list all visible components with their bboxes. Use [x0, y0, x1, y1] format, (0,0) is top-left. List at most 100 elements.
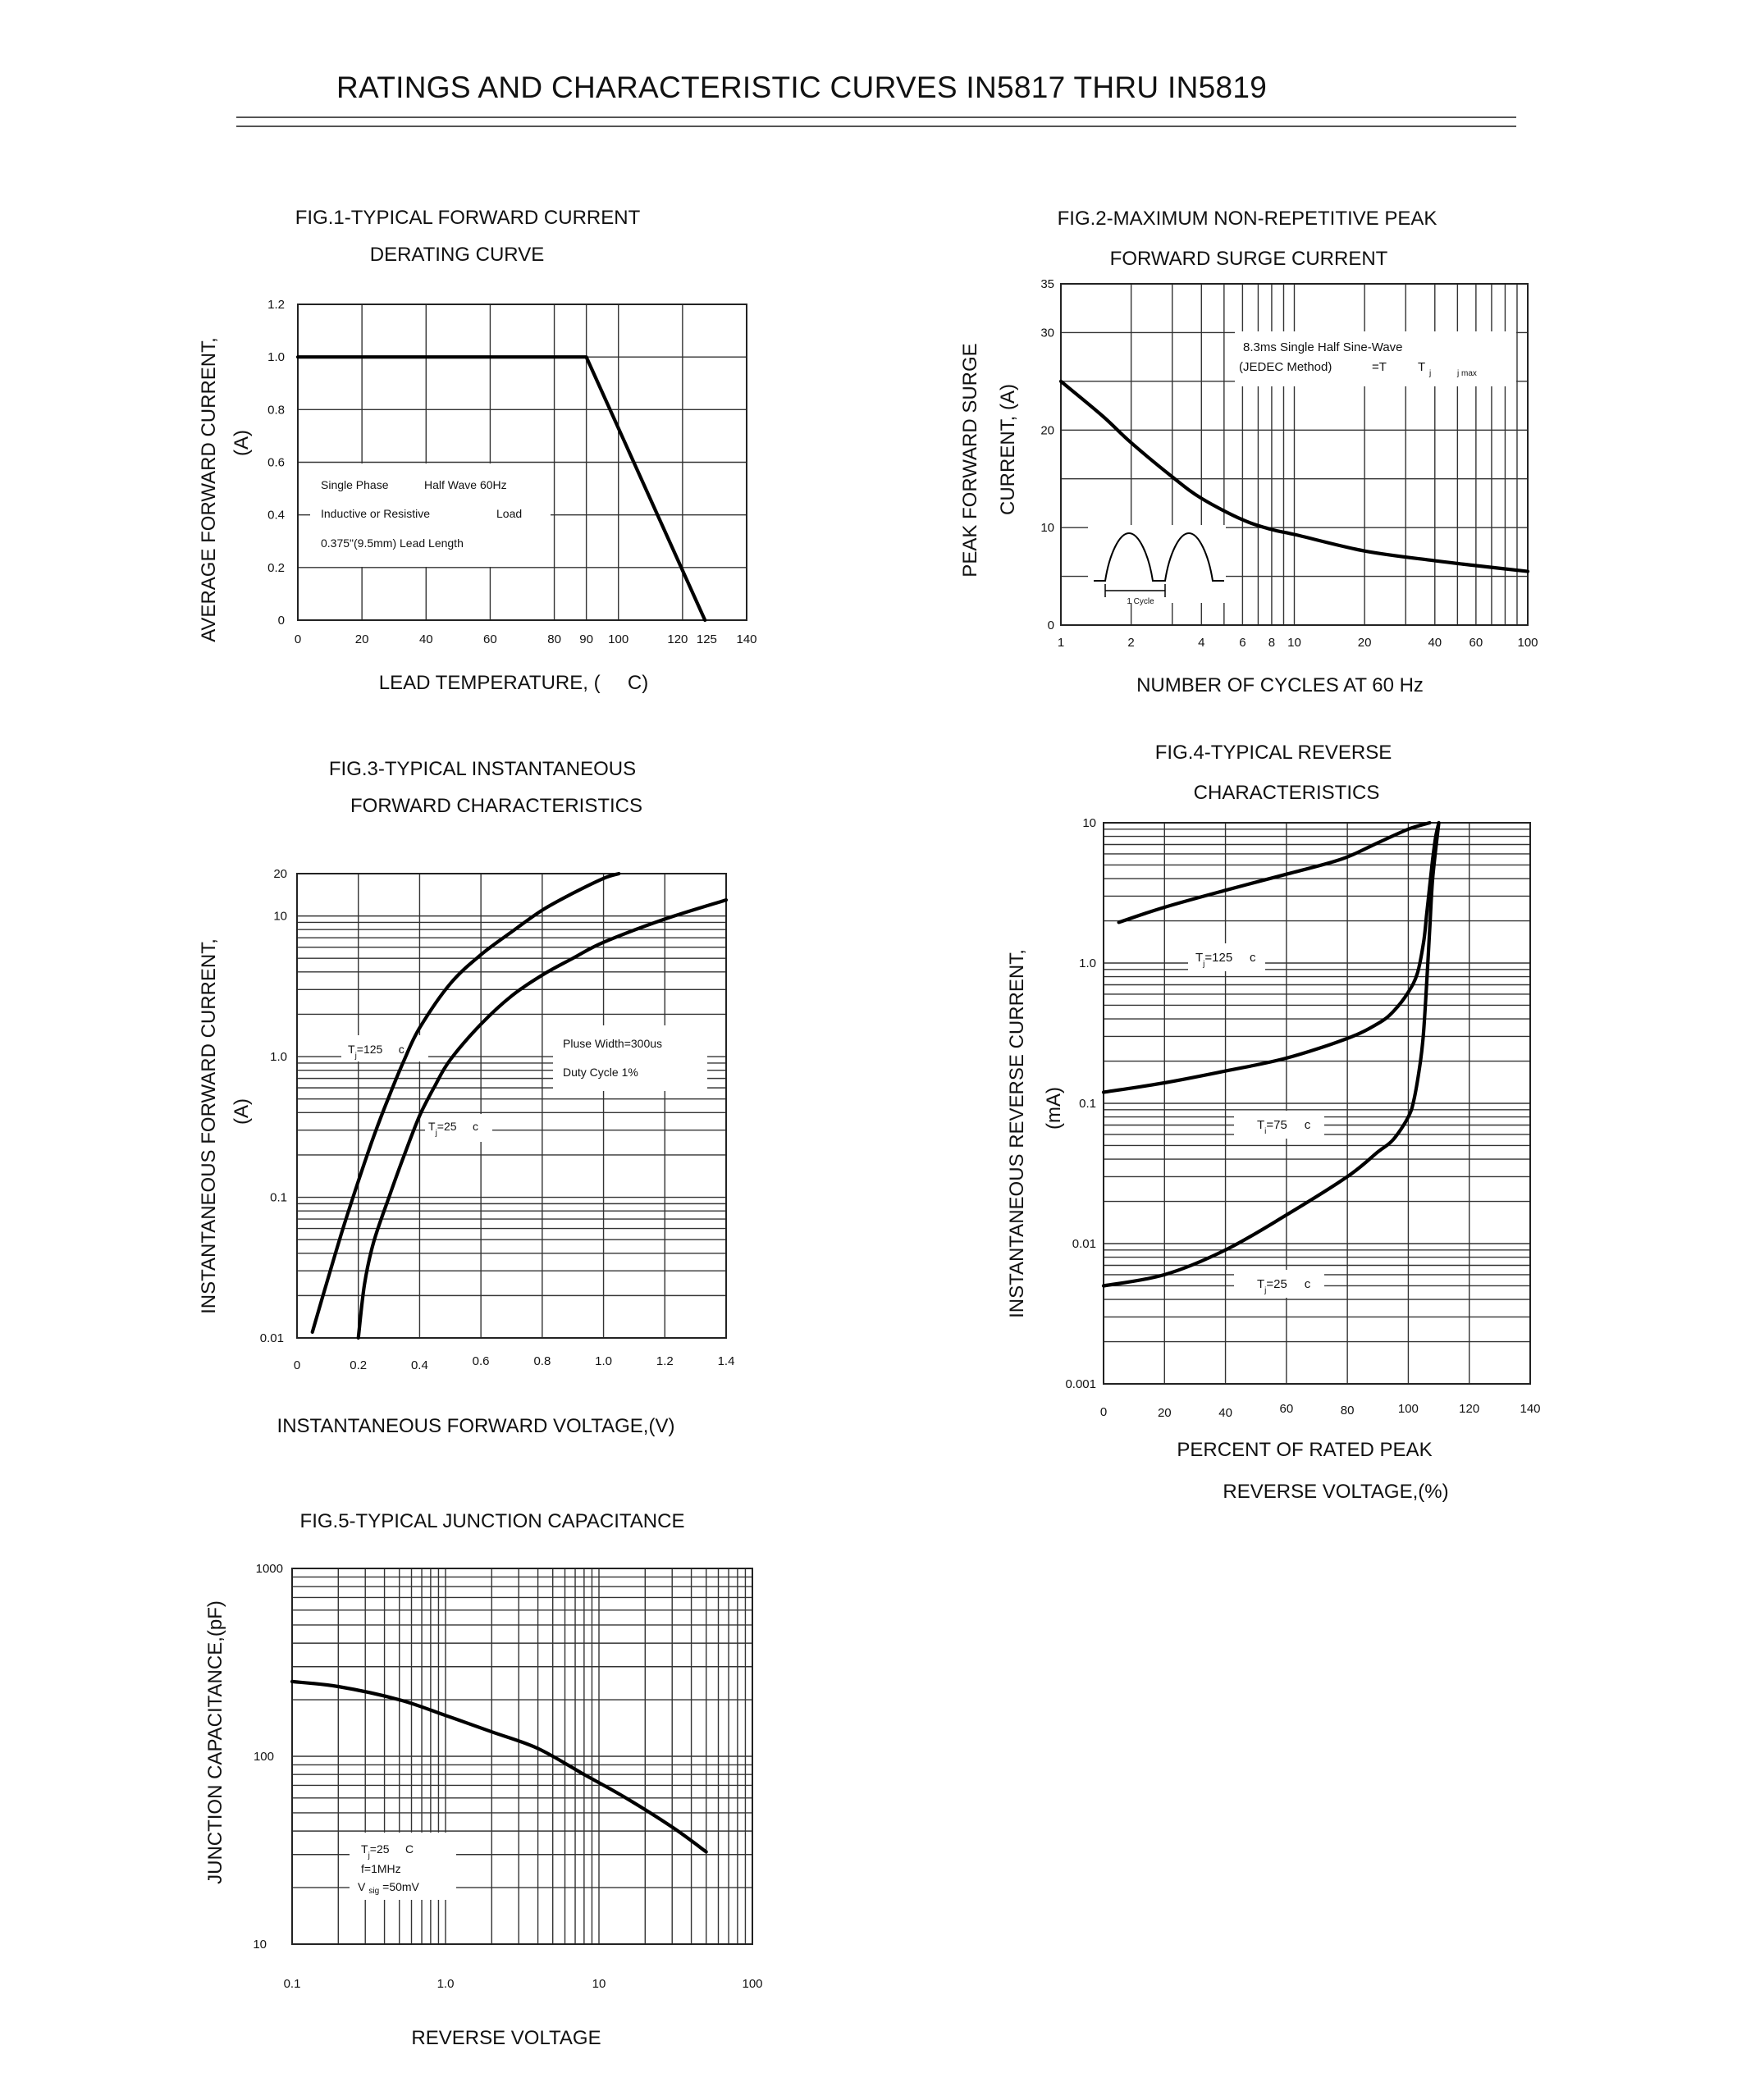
fig3-ylabel-line2: (A) — [231, 1098, 253, 1125]
fig3-y-ticks: 0.01 0.1 1.0 10 20 — [260, 867, 287, 1345]
fig3-title-line2: FORWARD CHARACTERISTICS — [350, 795, 642, 817]
fig4-xtick-100: 100 — [1398, 1402, 1419, 1416]
fig2-annotation-box — [1235, 331, 1516, 386]
fig1-annotation-single-phase: Single Phase — [321, 478, 389, 491]
fig5-xtick-100: 100 — [742, 1977, 762, 1991]
fig2-annotation-sub-j: j — [1428, 369, 1431, 378]
fig1-x-ticks: 0 20 40 60 80 90 100 120 125 140 — [295, 632, 757, 646]
fig3-xtick-1.4: 1.4 — [718, 1354, 735, 1368]
fig4-series-label-25: Tj=25 c — [1257, 1277, 1311, 1295]
fig2-ytick-10: 10 — [1040, 521, 1054, 535]
fig2-ytick-35: 35 — [1040, 277, 1054, 291]
fig3-xtick-0.2: 0.2 — [350, 1358, 367, 1372]
fig4-xtick-60: 60 — [1280, 1402, 1294, 1416]
fig2-xtick-4: 4 — [1198, 636, 1204, 650]
fig2-ytick-0: 0 — [1048, 619, 1054, 632]
fig5-capacitance-curve — [290, 1679, 708, 1854]
fig4-ytick-0.01: 0.01 — [1072, 1237, 1096, 1251]
title-rule-top — [236, 116, 1516, 118]
fig2-annotation-equals-t: =T — [1372, 360, 1387, 374]
fig3-annotation-pulse-width: Pluse Width=300us — [563, 1037, 662, 1050]
fig5-x-ticks: 0.1 1.0 10 100 — [284, 1977, 763, 1991]
fig4-series-label-75: Ti=75 c — [1257, 1118, 1311, 1136]
fig2-xtick-8: 8 — [1268, 636, 1275, 650]
fig2-plot-frame — [1060, 283, 1529, 626]
fig2-surge-curve — [1058, 379, 1530, 573]
fig2-annotation-sine-wave: 8.3ms Single Half Sine-Wave — [1243, 340, 1403, 354]
fig5-xtick-0.1: 0.1 — [284, 1977, 301, 1991]
fig1-xlabel: LEAD TEMPERATURE, ( C) — [379, 672, 649, 694]
fig5-title: FIG.5-TYPICAL JUNCTION CAPACITANCE — [300, 1510, 685, 1532]
fig4-xtick-80: 80 — [1341, 1404, 1355, 1418]
title-rule-bottom — [236, 126, 1516, 127]
fig3-annotation-box — [553, 1025, 707, 1091]
fig4-label-bg-25 — [1234, 1270, 1324, 1298]
fig4-xtick-140: 140 — [1520, 1402, 1540, 1416]
fig2-ytick-20: 20 — [1040, 423, 1054, 437]
fig4-ytick-0.001: 0.001 — [1065, 1377, 1096, 1391]
fig5-chart: FIG.5-TYPICAL JUNCTION CAPACITANCE Tj=25… — [204, 1510, 763, 2049]
fig5-ytick-1000: 1000 — [256, 1562, 283, 1576]
fig2-xtick-20: 20 — [1358, 636, 1372, 650]
fig1-plot-frame — [297, 304, 747, 621]
fig3-plot-frame — [296, 873, 727, 1339]
fig2-xtick-6: 6 — [1239, 636, 1246, 650]
fig2-xtick-100: 100 — [1517, 636, 1538, 650]
fig1-xtick-90: 90 — [579, 632, 593, 646]
fig1-title-line1: FIG.1-TYPICAL FORWARD CURRENT — [295, 207, 641, 229]
fig1-annotation-inductive: Inductive or Resistive — [321, 507, 430, 520]
fig1-xtick-0: 0 — [295, 632, 301, 646]
fig1-ytick-0.6: 0.6 — [267, 456, 285, 470]
fig5-annotation-tj: Tj=25 C — [361, 1842, 414, 1860]
fig3-ytick-0.01: 0.01 — [260, 1331, 284, 1345]
fig4-plot-frame — [1103, 822, 1531, 1385]
fig3-xtick-0.6: 0.6 — [473, 1354, 490, 1368]
fig4-xlabel-line2: REVERSE VOLTAGE,(%) — [1223, 1481, 1448, 1503]
fig1-annotation-load: Load — [496, 507, 522, 520]
fig1-ytick-1.2: 1.2 — [267, 298, 285, 312]
fig2-x-ticks: 1 2 4 6 8 10 20 40 60 100 — [1058, 636, 1538, 650]
fig1-annotation-lead-length: 0.375"(9.5mm) Lead Length — [321, 536, 464, 550]
fig2-xtick-10: 10 — [1287, 636, 1301, 650]
fig5-y-ticks: 10 100 1000 — [253, 1562, 283, 1952]
fig1-xtick-40: 40 — [419, 632, 433, 646]
fig2-y-ticks: 0 10 20 30 35 — [1040, 277, 1054, 632]
fig2-ylabel-line2: CURRENT, (A) — [997, 384, 1019, 515]
fig3-chart: FIG.3-TYPICAL INSTANTANEOUS FORWARD CHAR… — [198, 758, 734, 1437]
fig1-ytick-0.2: 0.2 — [267, 561, 285, 575]
fig4-xtick-120: 120 — [1459, 1402, 1479, 1416]
fig2-chart: FIG.2-MAXIMUM NON-REPETITIVE PEAK FORWAR… — [959, 208, 1538, 696]
fig2-annotation-jedec: (JEDEC Method) — [1239, 360, 1332, 374]
fig5-plot-frame — [291, 1568, 753, 1945]
fig1-xtick-120: 120 — [667, 632, 688, 646]
fig4-xlabel-line1: PERCENT OF RATED PEAK — [1177, 1439, 1432, 1461]
fig4-ylabel-line1: INSTANTANEOUS REVERSE CURRENT, — [1006, 949, 1028, 1318]
fig2-xlabel: NUMBER OF CYCLES AT 60 Hz — [1136, 674, 1424, 696]
fig1-chart: FIG.1-TYPICAL FORWARD CURRENT DERATING C… — [198, 207, 757, 694]
fig2-annotation-t: T — [1418, 360, 1425, 374]
fig3-annotation-duty-cycle: Duty Cycle 1% — [563, 1066, 638, 1079]
fig3-grid — [296, 873, 727, 1339]
fig4-ytick-0.1: 0.1 — [1079, 1097, 1096, 1111]
fig4-curve-tj25 — [1101, 820, 1441, 1288]
fig3-curve-tj125 — [310, 871, 621, 1334]
fig1-title-line2: DERATING CURVE — [370, 244, 544, 266]
fig4-ytick-1.0: 1.0 — [1079, 956, 1096, 970]
fig1-xtick-140: 140 — [736, 632, 756, 646]
fig3-xtick-0.4: 0.4 — [411, 1358, 428, 1372]
fig5-xtick-1.0: 1.0 — [437, 1977, 455, 1991]
fig3-ytick-0.1: 0.1 — [270, 1191, 287, 1205]
fig1-annotation-box — [310, 463, 551, 567]
fig1-xtick-60: 60 — [483, 632, 497, 646]
fig4-xtick-40: 40 — [1218, 1406, 1232, 1420]
fig3-ytick-1.0: 1.0 — [270, 1050, 287, 1064]
fig5-annotation-freq: f=1MHz — [361, 1862, 401, 1875]
fig1-ylabel-line2: (A) — [231, 430, 253, 456]
fig5-xlabel: REVERSE VOLTAGE — [411, 2027, 601, 2049]
fig1-ytick-1.0: 1.0 — [267, 350, 285, 364]
fig3-x-ticks: 0 0.2 0.4 0.6 0.8 1.0 1.2 1.4 — [294, 1354, 735, 1372]
fig4-curve-tj75 — [1101, 820, 1441, 1094]
fig3-ytick-10: 10 — [273, 910, 287, 924]
